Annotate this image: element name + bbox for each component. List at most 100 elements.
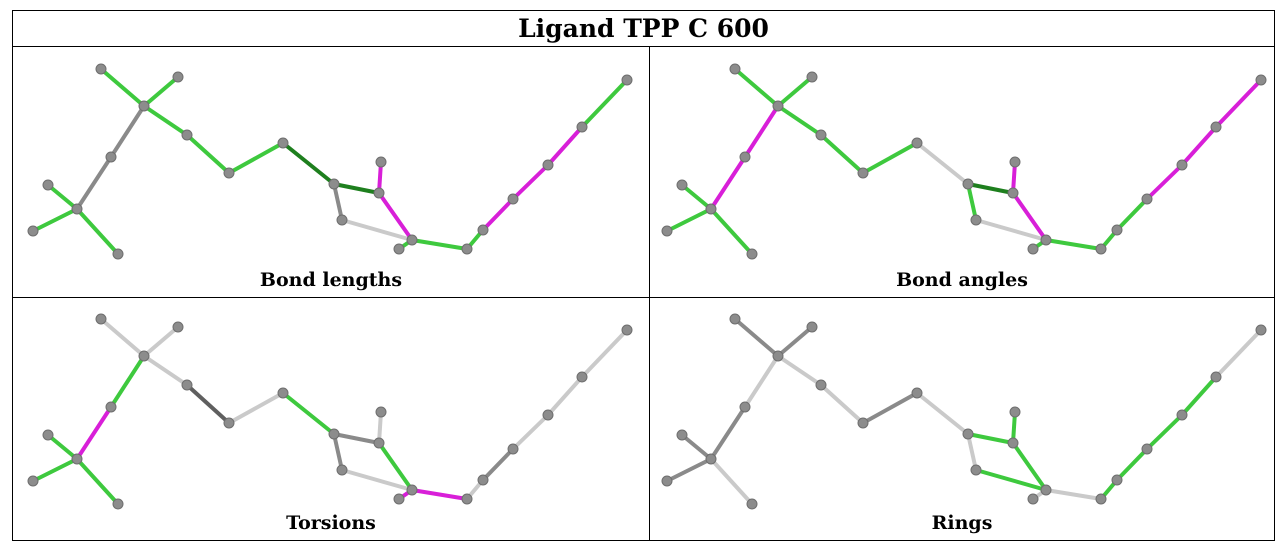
atom-sphere xyxy=(112,498,124,510)
bond-line xyxy=(733,317,780,358)
bond-line xyxy=(227,141,285,175)
bond-line xyxy=(709,207,754,256)
bond-line xyxy=(340,218,414,242)
bond-line xyxy=(109,104,146,159)
panel-bond-lengths: Bond lengths xyxy=(13,47,650,298)
figure-table: Ligand TPP C 600 Bond lengths Bond angle… xyxy=(12,10,1275,541)
atom-sphere xyxy=(621,74,633,86)
bond-line xyxy=(332,432,381,445)
atom-sphere xyxy=(739,151,751,163)
bond-line xyxy=(966,182,978,222)
bond-line xyxy=(332,432,344,472)
atom-sphere xyxy=(507,193,519,205)
atom-sphere xyxy=(970,464,982,476)
atom-sphere xyxy=(772,350,784,362)
atom-sphere xyxy=(576,121,588,133)
molecule-bond-lengths xyxy=(27,63,633,260)
bond-line xyxy=(481,447,515,482)
atom-sphere xyxy=(461,493,473,505)
atom-sphere xyxy=(105,401,117,413)
atom-sphere xyxy=(911,137,923,149)
bond-line xyxy=(99,67,146,108)
atom-sphere xyxy=(223,167,235,179)
bond-line xyxy=(680,183,713,211)
bond-line xyxy=(142,75,180,108)
bond-line xyxy=(377,191,414,242)
bond-line xyxy=(185,133,231,175)
atom-sphere xyxy=(1210,121,1222,133)
molecule-bond-angles xyxy=(661,63,1267,260)
bond-line xyxy=(665,207,713,233)
panel-rings: Rings xyxy=(650,298,1274,540)
atom-sphere xyxy=(42,429,54,441)
bond-line xyxy=(680,433,713,461)
bond-line xyxy=(974,468,1048,492)
atom-sphere xyxy=(375,156,387,168)
bond-line xyxy=(410,488,469,501)
bond-line xyxy=(733,67,780,108)
bond-line xyxy=(99,317,146,358)
atom-sphere xyxy=(336,464,348,476)
atom-sphere xyxy=(477,224,489,236)
atom-sphere xyxy=(676,179,688,191)
atom-sphere xyxy=(138,350,150,362)
bond-line xyxy=(1214,328,1263,379)
atom-sphere xyxy=(1176,159,1188,171)
bond-line xyxy=(377,441,414,492)
bond-line xyxy=(1115,447,1149,482)
bond-line xyxy=(281,391,336,436)
bond-line xyxy=(776,354,823,387)
atom-sphere xyxy=(542,409,554,421)
atom-sphere xyxy=(661,475,673,487)
bond-line xyxy=(776,75,814,108)
atom-sphere xyxy=(95,63,107,75)
molecule-rings xyxy=(661,313,1267,510)
bond-line xyxy=(46,433,79,461)
bond-line xyxy=(185,383,231,425)
atom-sphere xyxy=(71,453,83,465)
bond-line xyxy=(340,468,414,492)
atom-sphere xyxy=(507,443,519,455)
bond-line xyxy=(1145,413,1184,451)
atom-sphere xyxy=(461,243,473,255)
bond-line xyxy=(1044,238,1103,251)
atom-sphere xyxy=(477,474,489,486)
bond-line xyxy=(46,183,79,211)
bond-line xyxy=(580,328,629,379)
atom-sphere xyxy=(1095,243,1107,255)
atom-sphere xyxy=(277,137,289,149)
bond-line xyxy=(481,197,515,232)
bond-line xyxy=(1180,375,1218,417)
atom-sphere xyxy=(676,429,688,441)
atom-sphere xyxy=(970,214,982,226)
atom-sphere xyxy=(223,417,235,429)
bond-line xyxy=(1214,78,1263,129)
bond-line xyxy=(1011,441,1048,492)
atom-sphere xyxy=(1009,156,1021,168)
atom-sphere xyxy=(1255,324,1267,336)
bond-line xyxy=(709,457,754,506)
atom-sphere xyxy=(138,100,150,112)
atom-sphere xyxy=(815,379,827,391)
atom-sphere xyxy=(105,151,117,163)
atom-sphere xyxy=(393,493,405,505)
bond-line xyxy=(974,218,1048,242)
atom-sphere xyxy=(181,379,193,391)
bond-line xyxy=(75,457,120,506)
atom-sphere xyxy=(181,129,193,141)
atom-sphere xyxy=(739,401,751,413)
figure-title: Ligand TPP C 600 xyxy=(13,11,1274,47)
atom-sphere xyxy=(277,387,289,399)
bond-line xyxy=(915,391,970,436)
atom-sphere xyxy=(375,406,387,418)
panel-caption: Bond lengths xyxy=(259,269,403,291)
atom-sphere xyxy=(1007,187,1019,199)
atom-sphere xyxy=(1040,484,1052,496)
atom-sphere xyxy=(112,248,124,260)
bond-line xyxy=(75,155,113,211)
molecule-torsions xyxy=(27,313,633,510)
bond-line xyxy=(546,125,584,167)
bond-line xyxy=(743,104,780,159)
atom-sphere xyxy=(705,203,717,215)
bond-line xyxy=(819,133,865,175)
